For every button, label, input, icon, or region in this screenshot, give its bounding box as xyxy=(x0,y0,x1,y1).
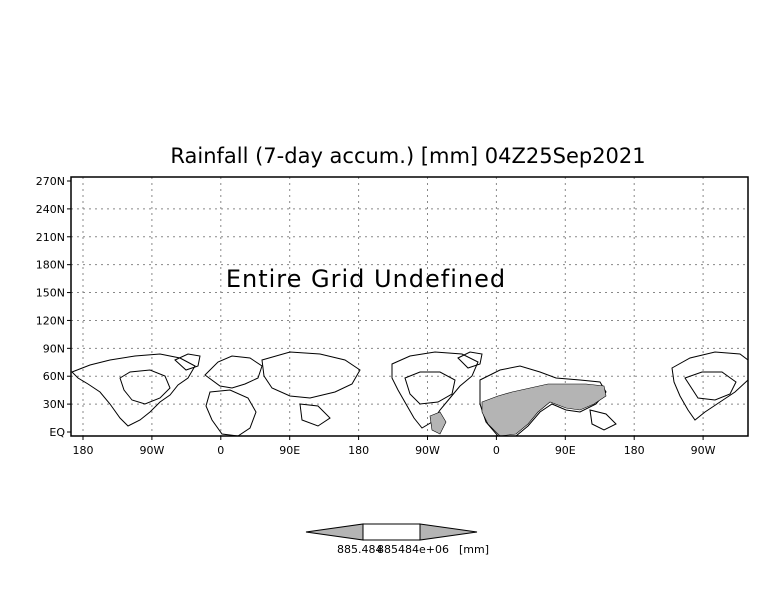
undefined-grid-message: Entire Grid Undefined xyxy=(226,265,506,293)
x-tick-label: 90W xyxy=(139,444,164,457)
map-title: Rainfall (7-day accum.) [mm] 04Z25Sep202… xyxy=(170,144,645,168)
y-axis: 270N 240N 210N 180N 150N 120N 90N 60N 30N EQ xyxy=(36,175,71,439)
colorbar-unit: [mm] xyxy=(459,543,489,556)
colorbar-right-arrow xyxy=(419,523,478,541)
y-tick-label: 90N xyxy=(43,342,65,355)
colorbar-left-arrow xyxy=(305,523,364,541)
y-tick-label: 270N xyxy=(36,175,65,188)
x-tick-label: 90E xyxy=(555,444,576,457)
colorbar-middle-box xyxy=(362,523,421,541)
y-tick-label: 150N xyxy=(36,287,65,300)
y-tick-label: 210N xyxy=(36,231,65,244)
x-tick-label: 180 xyxy=(624,444,645,457)
map-plot-area xyxy=(71,177,748,436)
y-tick-label: EQ xyxy=(49,426,65,439)
x-tick-label: 90E xyxy=(279,444,300,457)
y-tick-label: 30N xyxy=(43,398,65,411)
colorbar-label-left: 885.484 xyxy=(337,543,383,556)
x-tick-label: 0 xyxy=(493,444,500,457)
y-tick-label: 240N xyxy=(36,203,65,216)
x-tick-label: 90W xyxy=(691,444,716,457)
colorbar-label-middle: 885484e+06 xyxy=(377,543,449,556)
x-tick-label: 0 xyxy=(217,444,224,457)
y-tick-label: 60N xyxy=(43,370,65,383)
gridlines xyxy=(71,177,748,436)
map-frame xyxy=(70,176,749,437)
x-tick-label: 180 xyxy=(73,444,94,457)
y-tick-label: 180N xyxy=(36,259,65,272)
colorbar: 885.484 885484e+06 [mm] xyxy=(305,523,489,556)
x-tick-label: 180 xyxy=(348,444,369,457)
y-tick-label: 120N xyxy=(36,314,65,327)
x-tick-label: 90W xyxy=(415,444,440,457)
x-axis: 180 90W 0 90E 180 90W 0 90E 180 90W xyxy=(73,436,716,457)
